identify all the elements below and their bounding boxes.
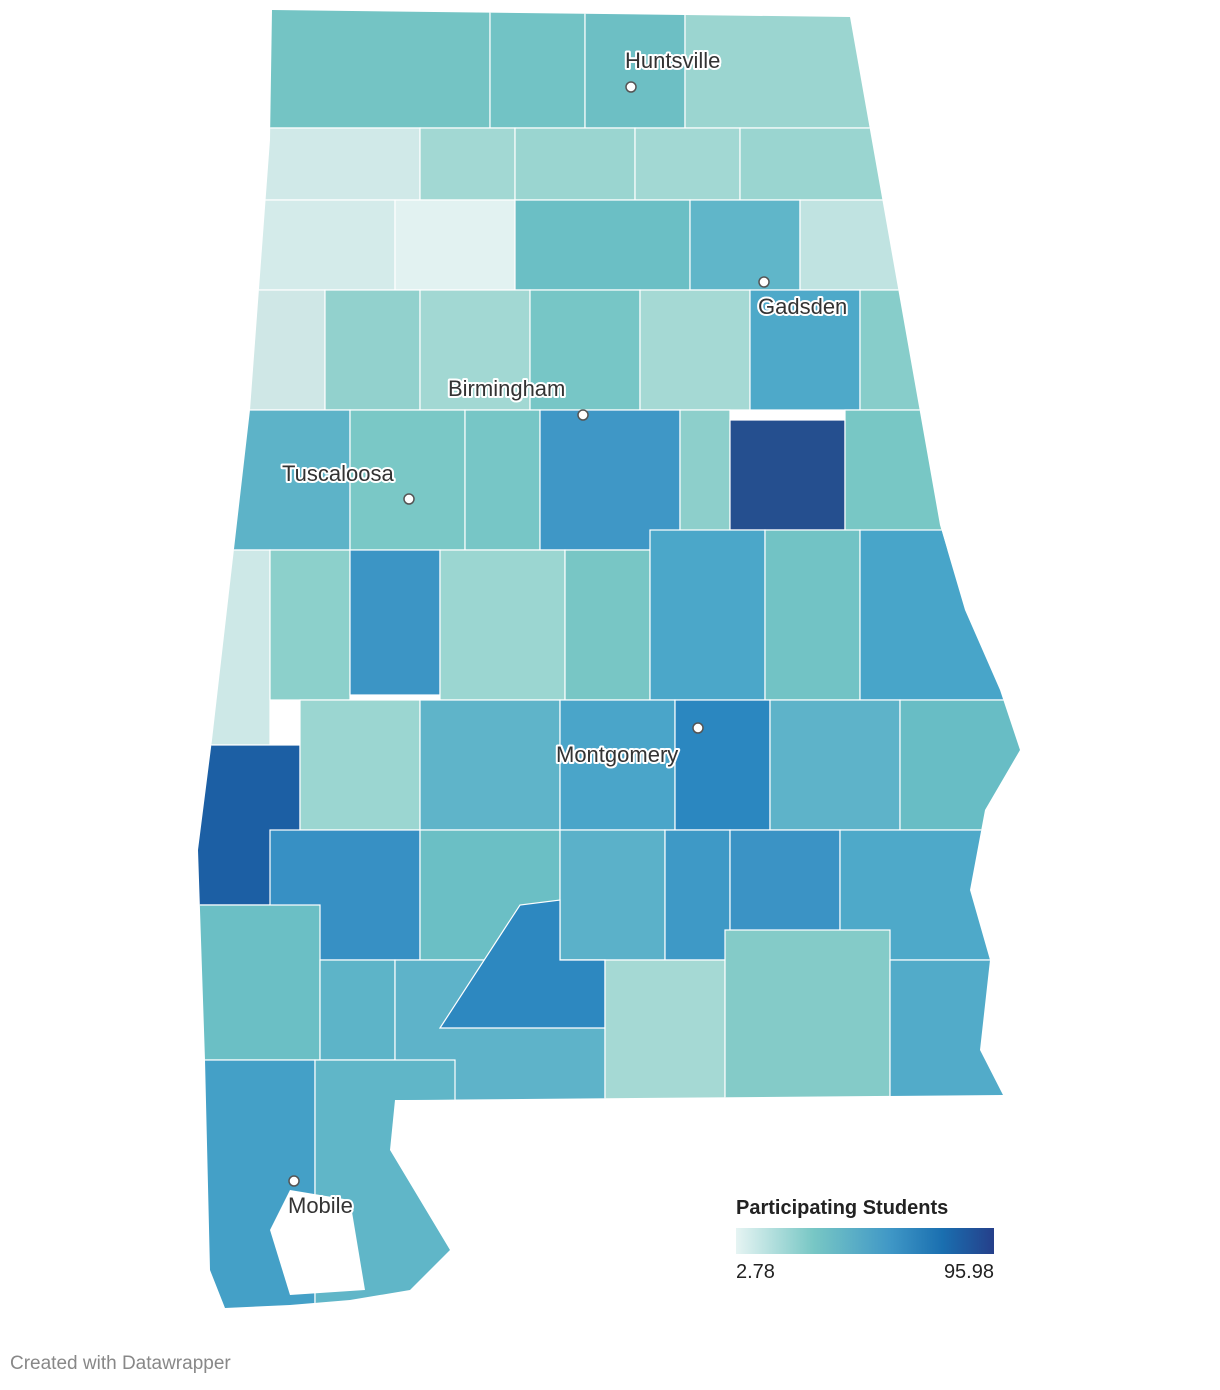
city-label: Mobile: [288, 1193, 353, 1218]
counties: [198, 10, 1020, 1308]
city-label: Montgomery: [556, 742, 678, 767]
legend-gradient: [736, 1228, 994, 1254]
legend-max: 95.98: [944, 1261, 994, 1283]
city-label: Tuscaloosa: [282, 461, 394, 486]
city-label: Birmingham: [448, 376, 565, 401]
city-label: Gadsden: [758, 294, 847, 319]
city-markers: [288, 81, 770, 1187]
legend-title: Participating Students: [736, 1197, 948, 1219]
bay: [270, 1190, 365, 1295]
legend-min: 2.78: [736, 1261, 775, 1283]
legend: Participating Students 2.78 95.98: [736, 1197, 994, 1283]
city-label: Huntsville: [625, 48, 720, 73]
footer: Created with Datawrapper: [10, 1353, 231, 1374]
